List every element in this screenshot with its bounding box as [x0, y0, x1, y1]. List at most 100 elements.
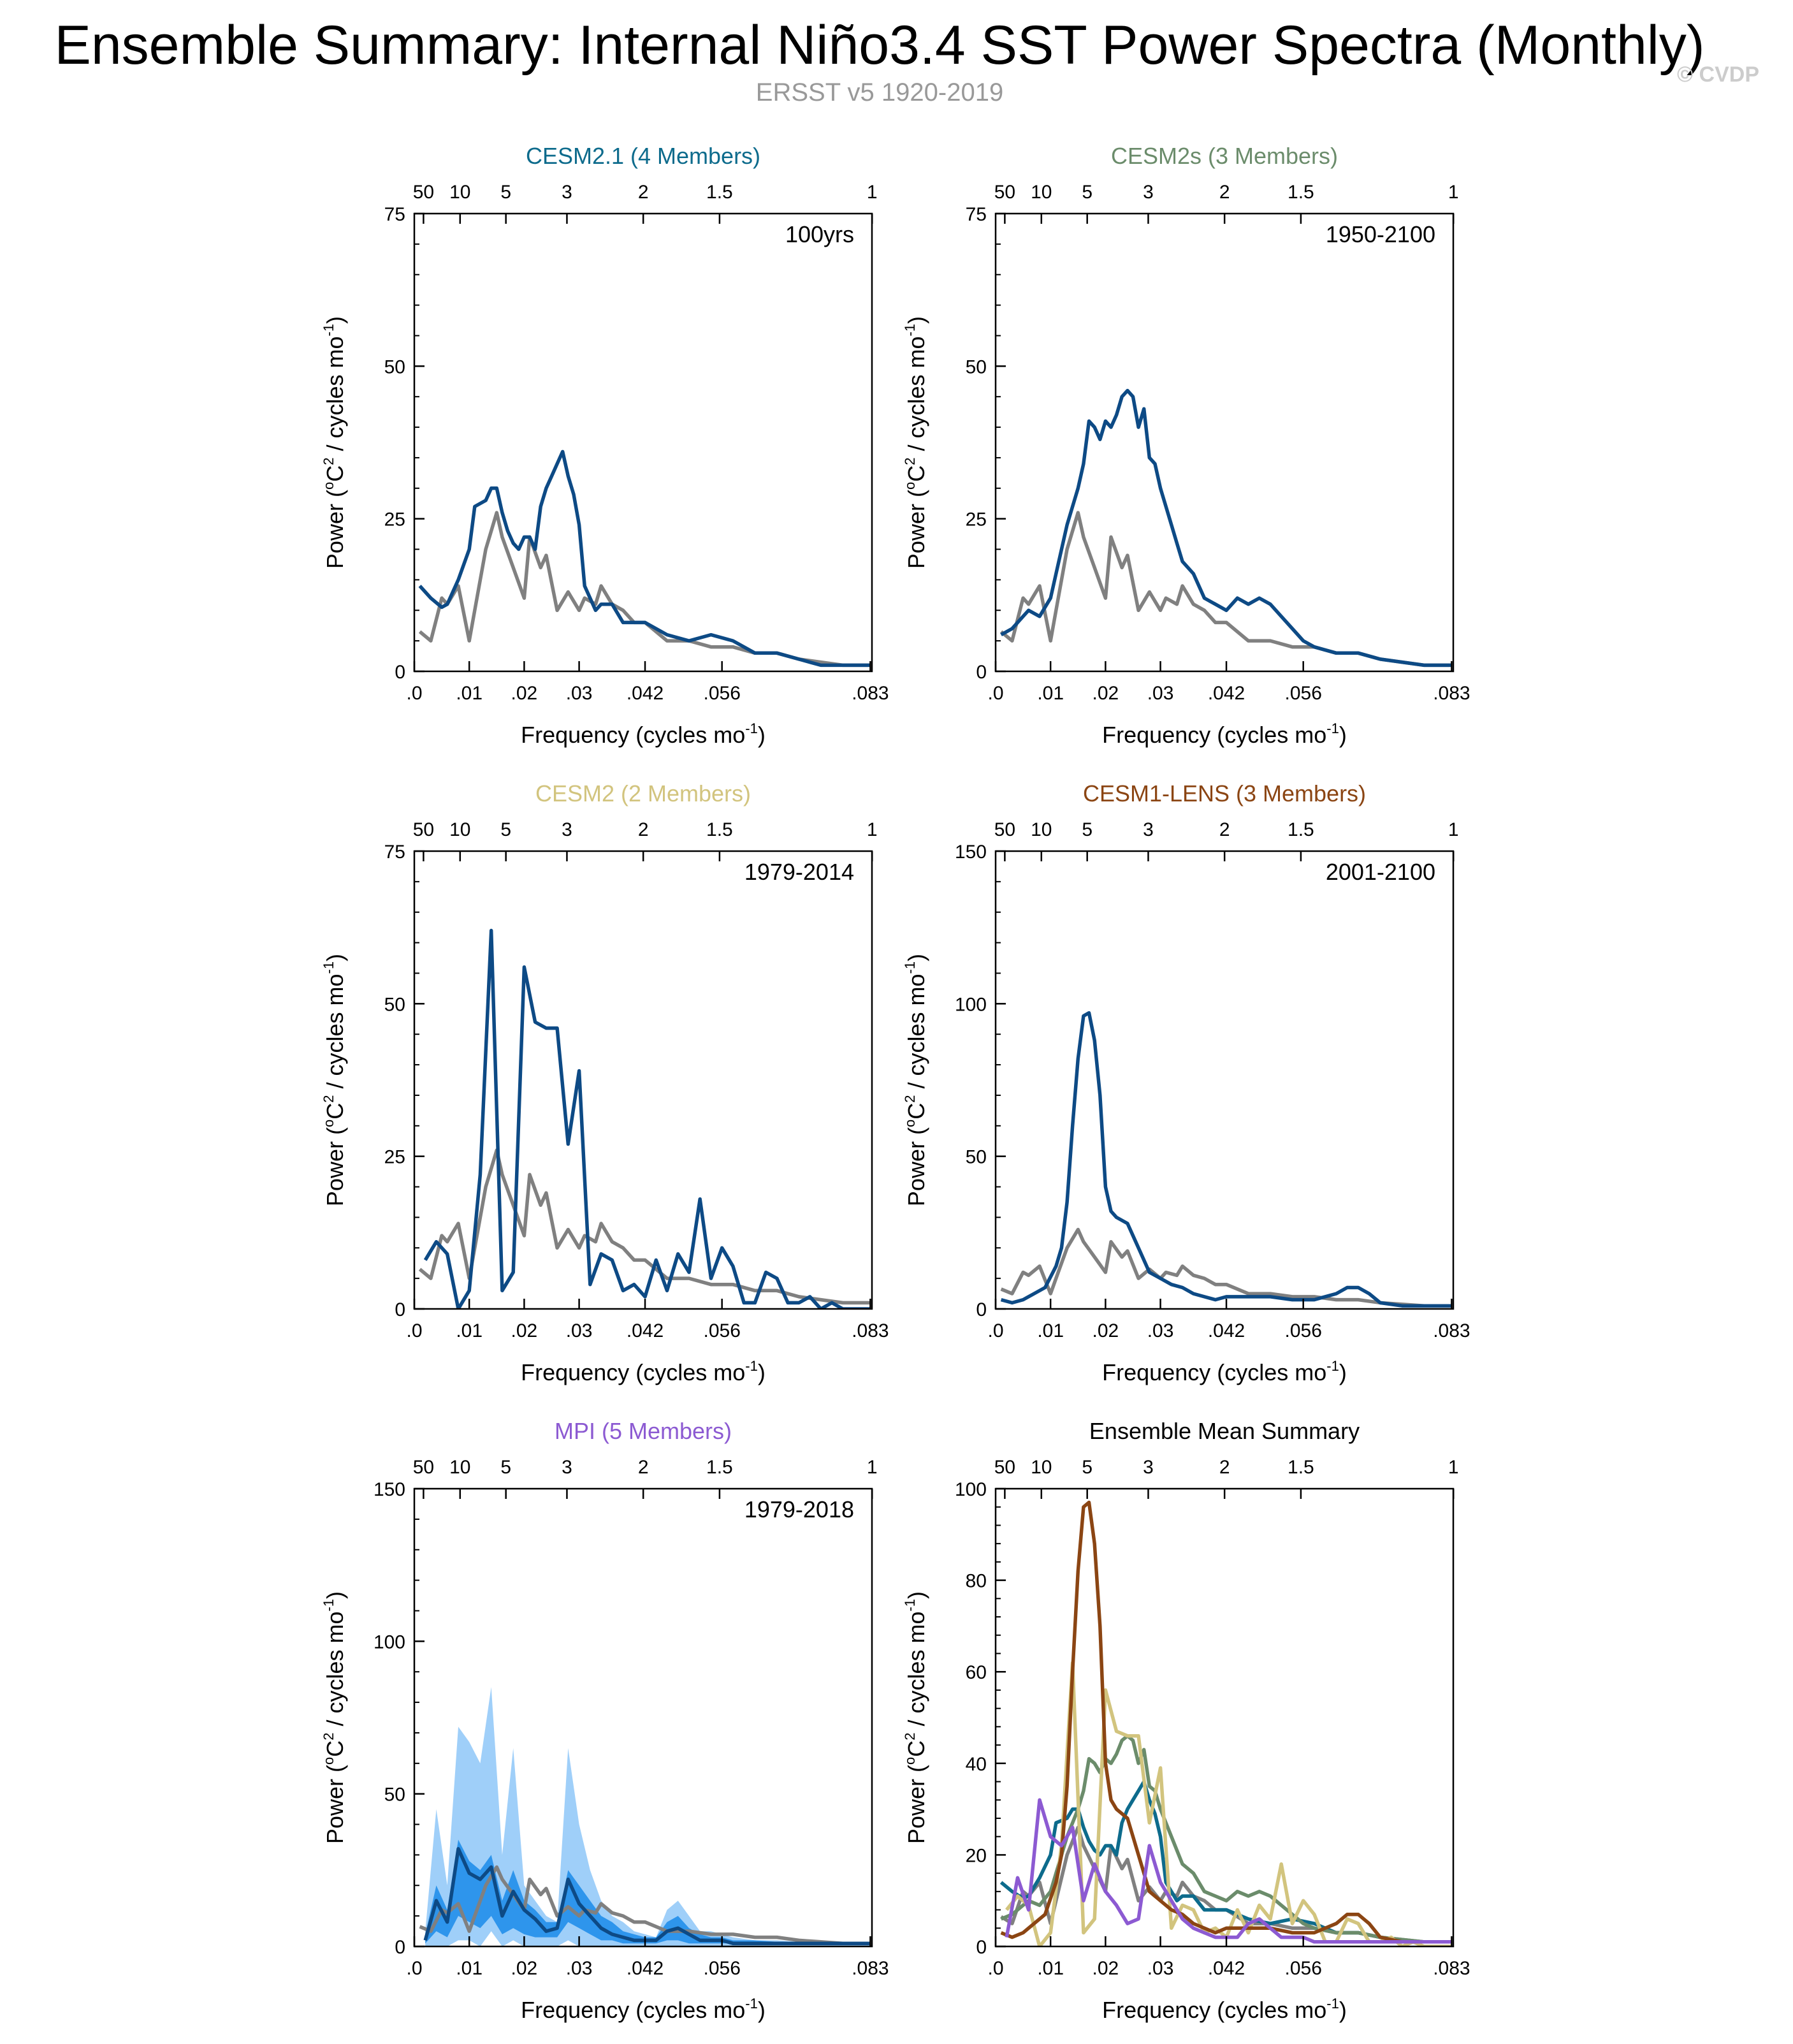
y-axis-label: Power (oC2 / cycles mo-1)	[902, 316, 929, 569]
x-tick-label: .01	[1037, 1320, 1064, 1341]
top-tick-label: 5	[500, 1457, 511, 1478]
top-tick-label: 3	[1143, 182, 1154, 203]
y-tick-label: 25	[384, 1147, 405, 1168]
top-tick-label: 5	[1082, 1457, 1092, 1478]
top-tick-label: 5	[1082, 182, 1092, 203]
top-tick-label: 1	[867, 182, 878, 203]
y-tick-label: 50	[966, 1147, 987, 1168]
y-axis-label: Power (oC2 / cycles mo-1)	[902, 1591, 929, 1844]
x-tick-label: .03	[1147, 1320, 1174, 1341]
x-axis-label: Frequency (cycles mo-1)	[521, 1358, 766, 1385]
y-tick-label: 80	[966, 1571, 987, 1592]
y-tick-label: 40	[966, 1754, 987, 1775]
y-tick-label: 0	[976, 662, 987, 683]
series-line-cesm1-lens	[1000, 1011, 1452, 1308]
top-tick-label: 10	[1031, 819, 1052, 840]
y-tick-label: 50	[384, 1785, 405, 1806]
x-tick-label: .01	[1037, 1958, 1064, 1979]
top-tick-label: 2	[1219, 819, 1230, 840]
top-tick-label: 10	[449, 182, 470, 203]
top-tick-label: 5	[1082, 819, 1092, 840]
series-line-cesm2-1	[999, 1779, 1452, 1944]
x-tick-label: .01	[456, 683, 483, 704]
period-label: 1979-2018	[744, 1496, 854, 1522]
chart-title: CESM2s (3 Members)	[1111, 143, 1338, 169]
top-tick-label: 1.5	[1288, 819, 1314, 840]
series-line-cesm2s	[1000, 388, 1452, 668]
y-tick-label: 100	[374, 1632, 405, 1653]
series-line-ersst-v5	[418, 1148, 871, 1305]
plot-frame	[413, 212, 873, 673]
x-tick-label: .02	[511, 1320, 538, 1341]
x-tick-label: .0	[406, 1958, 422, 1979]
y-tick-label: 100	[955, 1479, 987, 1500]
top-tick-label: 50	[413, 182, 434, 203]
period-label: 2001-2100	[1326, 859, 1435, 885]
x-tick-label: .056	[703, 1958, 740, 1979]
x-tick-label: .02	[511, 683, 538, 704]
period-label: 100yrs	[785, 221, 854, 247]
period-label: 1979-2014	[744, 859, 854, 885]
y-tick-label: 25	[966, 509, 987, 530]
chart-panel-3: CESM2 (2 Members)1979-20140255075.0.01.0…	[321, 780, 889, 1385]
chart-title: CESM2.1 (4 Members)	[526, 143, 760, 169]
y-axis-label: Power (oC2 / cycles mo-1)	[321, 1591, 348, 1844]
y-tick-label: 0	[395, 1937, 405, 1958]
top-tick-label: 1	[1448, 182, 1459, 203]
x-tick-label: .056	[703, 1320, 740, 1341]
y-tick-label: 50	[384, 356, 405, 377]
x-tick-label: .083	[1433, 1958, 1470, 1979]
x-tick-label: .042	[627, 1958, 664, 1979]
x-tick-label: .0	[987, 683, 1003, 704]
x-tick-label: .03	[566, 1320, 593, 1341]
x-tick-label: .083	[852, 1320, 889, 1341]
x-tick-label: .042	[1208, 683, 1245, 704]
top-tick-label: 1.5	[706, 182, 733, 203]
top-tick-label: 1.5	[1288, 1457, 1314, 1478]
top-tick-label: 5	[500, 819, 511, 840]
subtitle: ERSST v5 1920-2019	[756, 78, 1003, 106]
top-tick-label: 50	[994, 1457, 1015, 1478]
period-label: 1950-2100	[1326, 221, 1435, 247]
x-tick-label: .01	[1037, 683, 1064, 704]
plot-frame	[994, 850, 1455, 1310]
top-tick-label: 50	[413, 819, 434, 840]
chart-panel-1: CESM2.1 (4 Members)100yrs0255075.0.01.02…	[321, 143, 889, 748]
series-line-cesm1-lens	[1000, 1500, 1452, 1944]
x-tick-label: .042	[1208, 1958, 1245, 1979]
y-tick-label: 100	[955, 994, 987, 1015]
x-tick-label: .056	[703, 683, 740, 704]
x-axis-label: Frequency (cycles mo-1)	[521, 1996, 766, 2023]
y-tick-label: 0	[395, 1299, 405, 1320]
y-axis-label: Power (oC2 / cycles mo-1)	[902, 954, 929, 1206]
top-tick-label: 1	[867, 1457, 878, 1478]
x-tick-label: .0	[406, 1320, 422, 1341]
y-tick-label: 150	[955, 842, 987, 863]
y-tick-label: 60	[966, 1662, 987, 1683]
top-tick-label: 1	[1448, 819, 1459, 840]
chart-panel-2: CESM2s (3 Members)1950-21000255075.0.01.…	[902, 143, 1470, 748]
top-tick-label: 1.5	[706, 1457, 733, 1478]
copyright: © CVDP	[1677, 62, 1759, 87]
x-tick-label: .083	[852, 683, 889, 704]
series-line-ersst-v5	[1000, 1825, 1452, 1944]
y-axis-label: Power (oC2 / cycles mo-1)	[321, 954, 348, 1206]
x-tick-label: .01	[456, 1320, 483, 1341]
x-tick-label: .02	[511, 1958, 538, 1979]
top-tick-label: 2	[638, 819, 649, 840]
x-tick-label: .0	[406, 683, 422, 704]
x-tick-label: .0	[987, 1958, 1003, 1979]
chart-title: CESM2 (2 Members)	[535, 780, 751, 807]
top-tick-label: 3	[562, 819, 572, 840]
top-tick-label: 2	[638, 1457, 649, 1478]
series-line-mpi	[1005, 1798, 1452, 1944]
main-title: Ensemble Summary: Internal Niño3.4 SST P…	[54, 15, 1704, 76]
series-line-ersst-v5	[1000, 1227, 1452, 1308]
top-tick-label: 10	[1031, 1457, 1052, 1478]
top-tick-label: 3	[562, 1457, 572, 1478]
y-tick-label: 0	[395, 662, 405, 683]
chart-panel-6: Ensemble Mean Summary 0 20 40 60 80 100 .0 .01 .0…	[902, 1418, 1470, 2023]
top-tick-label: 1	[867, 819, 878, 840]
x-tick-label: .083	[1433, 1320, 1470, 1341]
